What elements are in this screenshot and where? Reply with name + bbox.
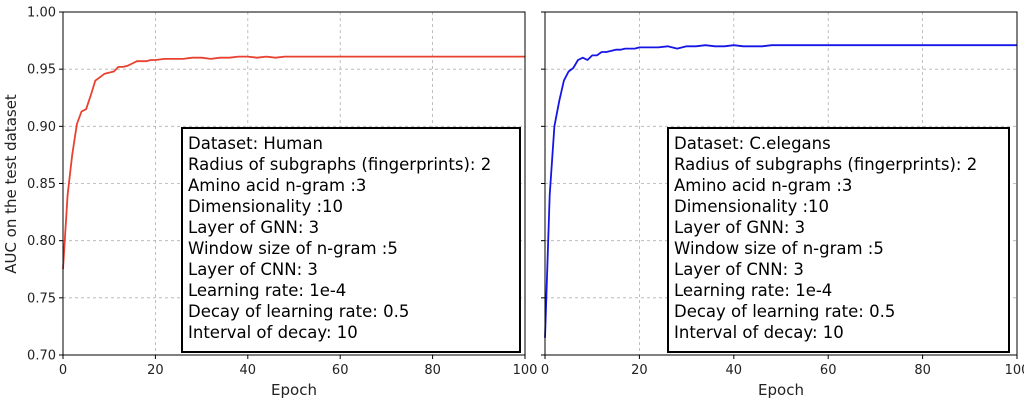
info-box-line: Interval of decay: 10: [188, 323, 358, 342]
x-tick-label: 60: [332, 363, 349, 378]
info-box-line: Radius of subgraphs (fingerprints): 2: [188, 155, 491, 174]
x-tick-label: 40: [726, 363, 743, 378]
parameter-info-box: Dataset: C.elegans Radius of subgraphs (f…: [667, 127, 1010, 353]
info-box-line: Layer of CNN: 3: [674, 260, 804, 279]
y-tick-label: 0.85: [27, 177, 56, 192]
y-tick-label: 0.90: [27, 120, 56, 135]
info-box-line: Layer of CNN: 3: [188, 260, 318, 279]
series-line-1: [62, 55, 525, 270]
chart-panel-2: 0 20 40 60 80 100 Epoch Dataset: C.elegans Radiu…: [541, 11, 1024, 399]
info-box-line: Layer of GNN: 3: [674, 218, 805, 237]
x-tick-label: 60: [820, 363, 837, 378]
x-tick-label: 100: [513, 363, 538, 378]
chart-panel-1: 0.70 0.75 0.80 0.85 0.90 0.95 1.00 0 20 40 60 80 100…: [27, 6, 537, 400]
x-tick-label: 80: [914, 363, 931, 378]
x-tick-label: 80: [424, 363, 441, 378]
info-box-line: Amino acid n-gram :3: [674, 176, 852, 195]
x-axis-label: Epoch: [758, 381, 804, 399]
info-box-frame: [181, 127, 521, 353]
info-box-line: Dimensionality :10: [674, 197, 829, 216]
x-tick-label: 40: [240, 363, 257, 378]
info-box-line: Interval of decay: 10: [674, 323, 844, 342]
info-box-line: Learning rate: 1e-4: [674, 281, 832, 300]
info-box-line: Learning rate: 1e-4: [188, 281, 346, 300]
series-line-1: [544, 44, 1017, 338]
x-tick-label: 20: [147, 363, 164, 378]
y-tick-label: 1.00: [27, 6, 56, 21]
info-box-line: Dimensionality :10: [188, 197, 343, 216]
info-box-line: Decay of learning rate: 0.5: [674, 302, 895, 321]
x-tick-label: 100: [1005, 363, 1024, 378]
info-box-line: Window size of n-gram :5: [674, 239, 884, 258]
plot-frame: [544, 11, 1018, 356]
x-tick-label: 0: [541, 363, 549, 378]
info-box-line: Decay of learning rate: 0.5: [188, 302, 409, 321]
x-tick-label: 0: [59, 363, 67, 378]
y-tick-label: 0.70: [27, 349, 56, 364]
info-box-line: Window size of n-gram :5: [188, 239, 398, 258]
info-box-line: Amino acid n-gram :3: [188, 176, 366, 195]
info-box-frame: [667, 127, 1010, 353]
parameter-info-box: Dataset: Human Radius of subgraphs (finge…: [181, 127, 521, 353]
x-tick-label: 20: [631, 363, 648, 378]
x-axis-label: Epoch: [271, 381, 317, 399]
plot-frame: [62, 11, 526, 356]
info-box-line: Dataset: Human: [188, 134, 323, 153]
y-tick-label: 0.95: [27, 63, 56, 78]
info-box-line: Dataset: C.elegans: [674, 134, 831, 153]
info-box-line: Radius of subgraphs (fingerprints): 2: [674, 155, 977, 174]
info-box-line: Layer of GNN: 3: [188, 218, 319, 237]
y-tick-label: 0.80: [27, 234, 56, 249]
y-tick-label: 0.75: [27, 291, 56, 306]
y-axis-label: AUC on the test dataset: [2, 94, 20, 274]
